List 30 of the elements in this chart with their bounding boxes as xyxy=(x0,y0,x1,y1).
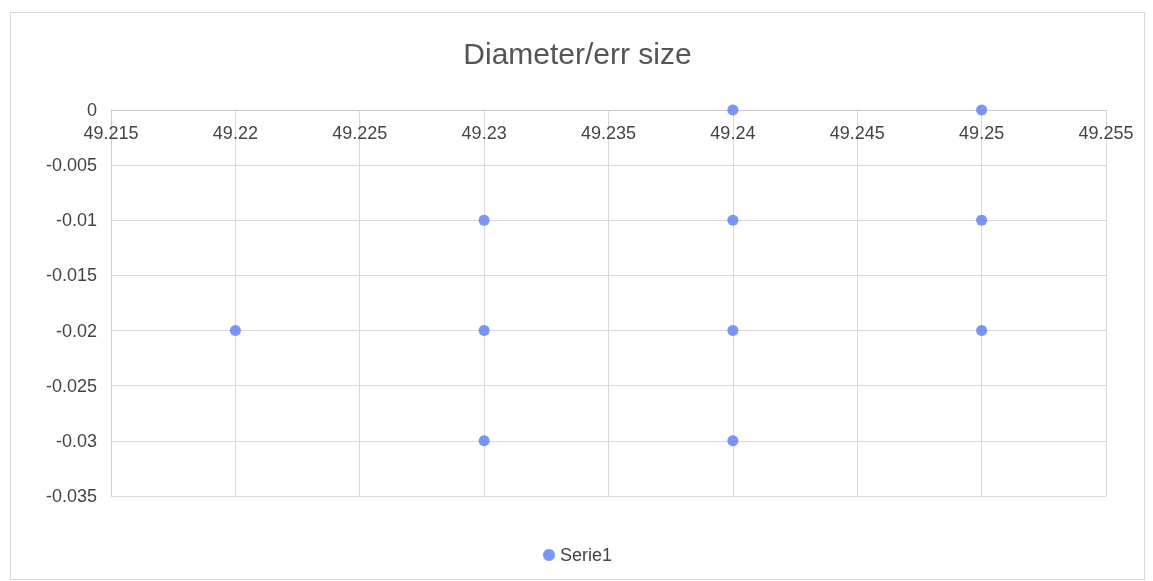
y-tick-label: -0.01 xyxy=(55,210,97,231)
x-tick-label: 49.255 xyxy=(1078,123,1134,143)
x-tick-label: 49.22 xyxy=(212,123,258,143)
point xyxy=(976,325,988,337)
legend-label: Serie1 xyxy=(559,545,613,565)
y-tick-label: 0 xyxy=(86,100,97,120)
point xyxy=(229,325,241,337)
y-tick-label: -0.025 xyxy=(45,375,97,396)
x-tick-label: 49.225 xyxy=(332,123,388,143)
point xyxy=(727,214,739,226)
y-tick-label: -0.02 xyxy=(55,320,97,341)
point xyxy=(727,435,739,447)
x-tick-label: 49.23 xyxy=(461,123,507,143)
x-tick-label: 49.25 xyxy=(959,123,1005,143)
x-tick-label: 49.24 xyxy=(710,123,756,143)
point xyxy=(727,104,739,116)
point xyxy=(976,214,988,226)
point xyxy=(727,325,739,337)
y-tick-label: -0.035 xyxy=(45,486,97,506)
point xyxy=(478,325,490,337)
x-tick-label: 49.245 xyxy=(829,123,885,143)
point xyxy=(976,104,988,116)
x-tick-label: 49.235 xyxy=(580,123,637,143)
x-tick-label: 49.215 xyxy=(83,123,139,143)
chart-title: Diameter/err size xyxy=(463,36,692,70)
point xyxy=(478,435,490,447)
y-tick-label: -0.015 xyxy=(45,265,97,286)
y-tick-label: -0.005 xyxy=(45,155,97,176)
point xyxy=(478,214,490,226)
y-tick-label: -0.03 xyxy=(55,430,97,451)
